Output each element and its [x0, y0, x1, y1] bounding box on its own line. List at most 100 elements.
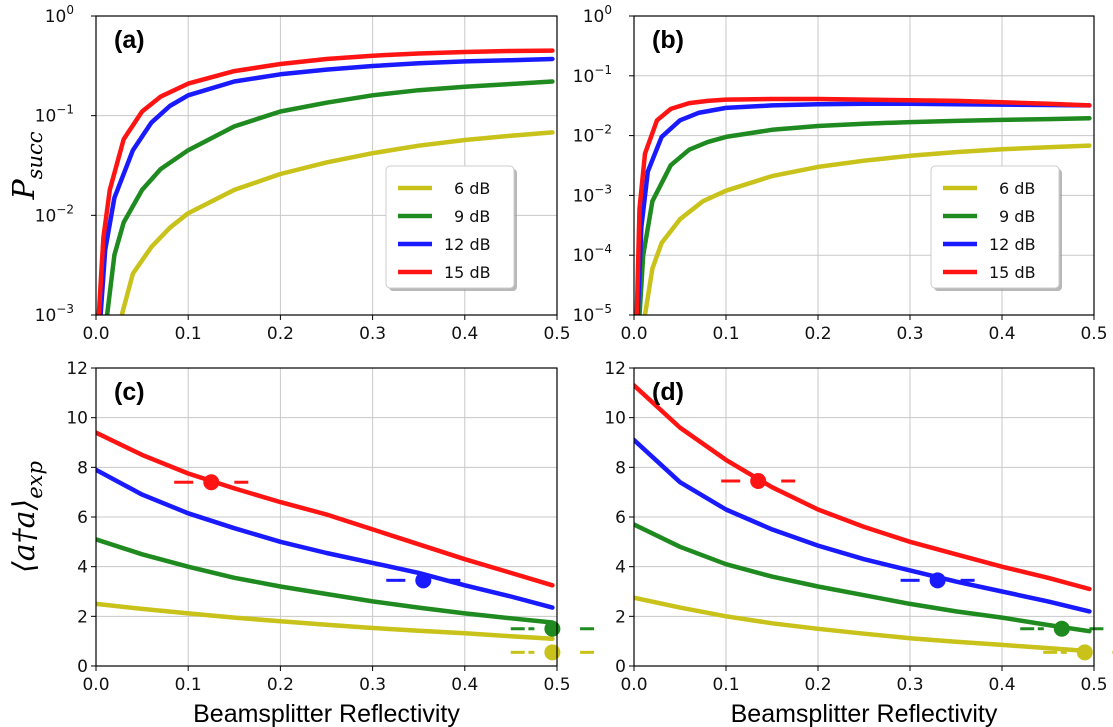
y-tick-label: 10−5: [573, 302, 612, 326]
y-tick-label: 2: [77, 607, 88, 627]
y-tick-label: 10−2: [35, 202, 74, 226]
legend-label: 9 dB: [454, 207, 490, 226]
series-line-9-dB: [104, 79, 555, 315]
series-layer: [634, 383, 1092, 654]
panel-label: (b): [652, 26, 684, 54]
series-layer: [96, 430, 555, 641]
y-tick-label: 8: [77, 458, 88, 478]
marker-dot: [544, 644, 561, 661]
y-axis-label: ⟨a†a⟩exp: [7, 461, 47, 573]
legend-label: 15 dB: [989, 263, 1036, 282]
x-tick-label: 0.3: [896, 675, 923, 695]
x-tick-label: 0.2: [804, 675, 831, 695]
data-marker-15-dB: [721, 472, 796, 489]
axes-frame: [95, 15, 558, 316]
x-tick-label: 0.5: [543, 675, 570, 695]
panel-label: (a): [114, 26, 145, 54]
y-tick-label: 0: [77, 657, 88, 677]
axes-frame: [95, 367, 558, 667]
series-line-6-dB: [119, 130, 555, 315]
series-line-12-dB: [98, 56, 555, 315]
y-tick-label: 10−2: [573, 123, 612, 147]
panel-b: 0.0 0.1 0.2 0.3 0.4 0.5 100 10−1 10−2 10−3 10−4 10−…: [573, 3, 1108, 344]
data-marker-6-dB: [510, 644, 595, 661]
y-tick-label: 100: [45, 3, 74, 27]
data-marker-9-dB: [510, 620, 595, 637]
series-line-15-dB: [634, 96, 1092, 315]
x-tick-label: 0.3: [359, 324, 386, 344]
marker-dot: [415, 572, 432, 589]
panel-label: (c): [114, 378, 145, 406]
legend-label: 6 dB: [454, 179, 490, 198]
x-tick-label: 0.4: [451, 675, 478, 695]
data-marker-6-dB: [1043, 644, 1113, 661]
legend-box: [930, 165, 1060, 289]
series-line-9-dB: [637, 116, 1092, 315]
panel-d: 0.0 0.1 0.2 0.3 0.4 0.5 0 2 4 6 8 10 12 (d) Beamsplitt…: [604, 359, 1113, 727]
data-marker-15-dB: [174, 474, 249, 491]
x-tick-label: 0.1: [712, 324, 739, 344]
series-layer: [96, 48, 555, 315]
panel-a: 0.0 0.1 0.2 0.3 0.4 0.5 100 10−1 10−2 10−3 (a) Psuc…: [7, 3, 571, 344]
x-axis-label: Beamsplitter Reflectivity: [193, 700, 460, 727]
series-line-9-dB: [634, 522, 1092, 634]
legend-label: 15 dB: [444, 263, 491, 282]
series-line-15-dB: [96, 430, 555, 588]
series-line-15-dB: [634, 383, 1092, 592]
legend-box: [385, 165, 515, 289]
y-tick-label: 10−1: [573, 63, 612, 87]
x-tick-label: 0.3: [896, 324, 923, 344]
data-marker-12-dB: [386, 572, 461, 589]
x-tick-label: 0.5: [1080, 324, 1107, 344]
legend: 6 dB 9 dB 12 dB 15 dB: [385, 165, 517, 291]
x-tick-label: 0.5: [1080, 675, 1107, 695]
y-tick-label: 100: [583, 3, 612, 27]
marker-dot: [1076, 644, 1093, 661]
x-tick-label: 0.1: [175, 675, 202, 695]
x-tick-label: 0.1: [712, 675, 739, 695]
data-marker-9-dB: [1020, 620, 1104, 637]
x-tick-label: 0.0: [82, 675, 109, 695]
series-line-12-dB: [635, 101, 1092, 315]
y-tick-label: 8: [615, 458, 626, 478]
y-tick-label: 12: [66, 359, 88, 379]
marker-dot: [1053, 620, 1070, 637]
x-tick-label: 0.4: [451, 324, 478, 344]
x-tick-label: 0.2: [804, 324, 831, 344]
series-layer: [634, 96, 1092, 315]
legend-label: 6 dB: [999, 179, 1035, 198]
series-line-15-dB: [96, 48, 555, 315]
x-tick-label: 0.0: [620, 324, 647, 344]
series-line-12-dB: [634, 437, 1092, 614]
y-tick-label: 6: [77, 508, 88, 528]
axes-frame: [633, 367, 1095, 667]
x-axis-label: Beamsplitter Reflectivity: [731, 700, 998, 727]
y-tick-label: 6: [615, 508, 626, 528]
axes-frame: [633, 15, 1095, 316]
series-line-6-dB: [96, 601, 555, 641]
data-marker-12-dB: [900, 572, 975, 589]
y-tick-label: 10: [604, 409, 626, 429]
legend-label: 9 dB: [999, 207, 1035, 226]
series-line-6-dB: [634, 595, 1092, 654]
y-tick-label: 10−3: [573, 182, 612, 206]
y-tick-label: 4: [615, 558, 626, 578]
marker-dot: [929, 572, 946, 589]
y-tick-label: 10−1: [35, 103, 74, 127]
y-tick-label: 12: [604, 359, 626, 379]
y-tick-label: 2: [615, 607, 626, 627]
x-tick-label: 0.0: [620, 675, 647, 695]
x-tick-label: 0.3: [359, 675, 386, 695]
x-tick-label: 0.0: [82, 324, 109, 344]
panel-label: (d): [652, 378, 684, 406]
x-tick-label: 0.1: [175, 324, 202, 344]
panel-c: 0.0 0.1 0.2 0.3 0.4 0.5 0 2 4 6 8 10 12 (c) Beamsplitt…: [7, 359, 595, 727]
series-line-9-dB: [96, 537, 555, 625]
y-tick-label: 10: [66, 409, 88, 429]
y-axis-label: Psucc: [7, 131, 47, 200]
x-tick-label: 0.5: [543, 324, 570, 344]
x-tick-label: 0.4: [988, 675, 1015, 695]
x-tick-label: 0.4: [988, 324, 1015, 344]
legend: 6 dB 9 dB 12 dB 15 dB: [930, 165, 1062, 291]
